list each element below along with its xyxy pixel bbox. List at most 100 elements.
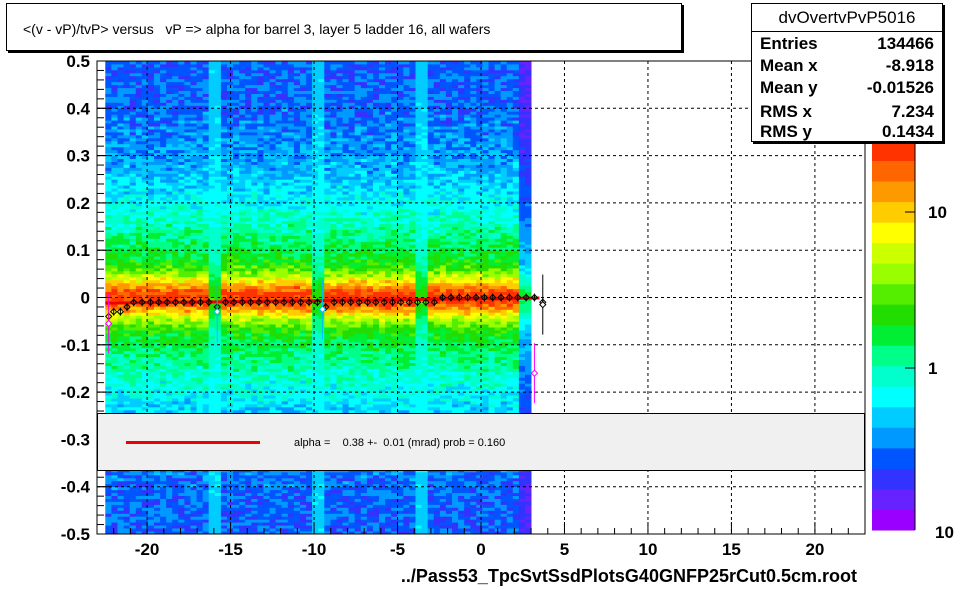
heatmap-cell xyxy=(220,333,228,337)
heatmap-cell xyxy=(123,344,131,349)
heatmap-cell xyxy=(105,486,112,491)
heatmap-cell xyxy=(220,303,228,307)
heatmap-cell xyxy=(172,129,179,133)
heatmap-cell xyxy=(141,513,149,517)
heatmap-cell xyxy=(129,406,137,411)
heatmap-cell xyxy=(178,69,185,74)
heatmap-cell xyxy=(220,238,228,242)
heatmap-cell xyxy=(184,208,191,213)
heatmap-cell xyxy=(154,149,161,154)
heatmap-cell xyxy=(257,217,264,222)
heatmap-cell xyxy=(129,64,137,68)
heatmap-cell xyxy=(105,525,112,529)
heatmap-cell xyxy=(251,235,258,239)
heatmap-cell xyxy=(190,377,197,381)
heatmap-cell xyxy=(172,294,179,298)
heatmap-cell xyxy=(227,356,234,360)
heatmap-cell xyxy=(233,265,240,269)
heatmap-cell xyxy=(233,297,240,301)
heatmap-cell xyxy=(178,75,185,80)
heatmap-cell xyxy=(172,61,179,65)
heatmap-cell xyxy=(172,291,179,295)
heatmap-cell xyxy=(166,250,173,254)
heatmap-cell xyxy=(196,486,204,491)
heatmap-cell xyxy=(239,525,246,529)
heatmap-cell xyxy=(275,486,283,491)
heatmap-cell xyxy=(196,223,204,227)
heatmap-cell xyxy=(196,406,204,411)
heatmap-cell xyxy=(160,81,167,86)
heatmap-cell xyxy=(129,327,137,331)
heatmap-cell xyxy=(111,344,118,349)
heatmap-cell xyxy=(147,140,155,145)
heatmap-cell xyxy=(239,282,246,287)
heatmap-cell xyxy=(166,321,173,325)
heatmap-cell xyxy=(287,220,295,224)
heatmap-cell xyxy=(166,75,173,80)
heatmap-cell xyxy=(202,102,210,106)
heatmap-cell xyxy=(245,403,252,408)
heatmap-cell xyxy=(239,403,246,408)
heatmap-cell xyxy=(214,173,222,177)
heatmap-cell xyxy=(281,265,289,269)
heatmap-cell xyxy=(227,262,234,266)
heatmap-cell xyxy=(214,99,222,103)
heatmap-cell xyxy=(263,158,270,162)
heatmap-cell xyxy=(196,377,204,381)
heatmap-cell xyxy=(275,155,283,159)
heatmap-cell xyxy=(160,205,167,210)
heatmap-cell xyxy=(202,392,210,396)
heatmap-cell xyxy=(245,501,252,505)
heatmap-cell xyxy=(135,208,143,213)
heatmap-cell xyxy=(184,87,191,91)
heatmap-cell xyxy=(111,365,118,369)
heatmap-cell xyxy=(263,108,270,112)
heatmap-cell xyxy=(129,371,137,375)
heatmap-cell xyxy=(287,61,295,65)
heatmap-cell xyxy=(178,338,185,343)
heatmap-cell xyxy=(208,330,216,334)
heatmap-cell xyxy=(117,185,124,189)
heatmap-cell xyxy=(172,161,179,165)
heatmap-cell xyxy=(129,504,137,508)
heatmap-cell xyxy=(160,291,167,295)
heatmap-cell xyxy=(117,522,124,526)
heatmap-cell xyxy=(105,137,112,142)
heatmap-cell xyxy=(147,471,155,476)
heatmap-cell xyxy=(281,350,289,355)
heatmap-cell xyxy=(123,318,131,322)
heatmap-cell xyxy=(214,96,222,100)
heatmap-cell xyxy=(233,350,240,355)
heatmap-cell xyxy=(239,321,246,325)
heatmap-cell xyxy=(251,244,258,248)
heatmap-cell xyxy=(214,371,222,375)
heatmap-cell xyxy=(190,288,197,292)
heatmap-cell xyxy=(129,102,137,106)
heatmap-cell xyxy=(105,395,112,399)
heatmap-cell xyxy=(147,403,155,408)
heatmap-cell xyxy=(257,297,264,301)
heatmap-cell xyxy=(160,498,167,502)
heatmap-cell xyxy=(196,259,204,263)
heatmap-cell xyxy=(160,134,167,139)
heatmap-cell xyxy=(251,111,258,115)
heatmap-cell xyxy=(105,185,112,189)
heatmap-cell xyxy=(220,392,228,396)
heatmap-cell xyxy=(202,344,210,349)
heatmap-cell xyxy=(196,359,204,363)
heatmap-cell xyxy=(233,507,240,511)
heatmap-cell xyxy=(275,501,283,505)
heatmap-cell xyxy=(141,176,149,180)
heatmap-cell xyxy=(202,61,210,65)
heatmap-cell xyxy=(190,489,197,494)
heatmap-cell xyxy=(141,202,149,207)
heatmap-cell xyxy=(117,474,124,479)
heatmap-cell xyxy=(166,96,173,100)
heatmap-cell xyxy=(117,380,124,384)
heatmap-cell xyxy=(220,250,228,254)
heatmap-cell xyxy=(166,371,173,375)
heatmap-cell xyxy=(287,492,295,496)
heatmap-cell xyxy=(141,241,149,245)
heatmap-cell xyxy=(208,510,216,514)
heatmap-cell xyxy=(111,105,118,109)
